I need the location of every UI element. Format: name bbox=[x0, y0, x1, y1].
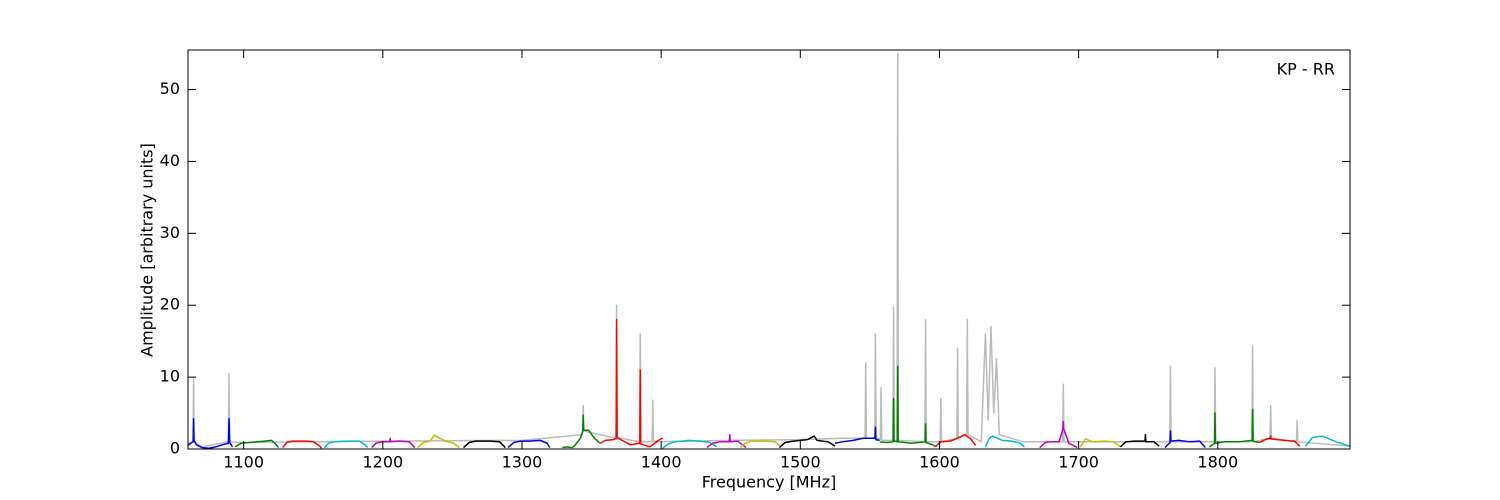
series-line bbox=[1164, 430, 1206, 449]
plot-frame bbox=[187, 49, 1351, 450]
series-line bbox=[1209, 408, 1260, 448]
series-line bbox=[1259, 435, 1301, 447]
series-line bbox=[507, 439, 551, 449]
x-tick-label: 1400 bbox=[641, 453, 682, 472]
y-tick-label: 20 bbox=[160, 295, 180, 314]
x-tick-label: 1300 bbox=[502, 453, 543, 472]
series-line bbox=[1304, 435, 1350, 447]
y-tick-label: 0 bbox=[170, 439, 180, 458]
series-line bbox=[188, 52, 1350, 448]
annotation: KP - RR bbox=[1277, 60, 1335, 79]
series-line bbox=[879, 365, 936, 448]
x-tick-label: 1500 bbox=[780, 453, 821, 472]
x-axis-label: Frequency [MHz] bbox=[702, 473, 836, 492]
y-tick-label: 50 bbox=[160, 79, 180, 98]
plot-lines bbox=[188, 52, 1350, 449]
x-tick-label: 1600 bbox=[919, 453, 960, 472]
series-line bbox=[188, 418, 234, 449]
series-line bbox=[834, 426, 880, 444]
series-line bbox=[1119, 433, 1160, 448]
series-line bbox=[1079, 438, 1121, 448]
series-line bbox=[282, 440, 323, 449]
series-line bbox=[706, 433, 747, 449]
series-line bbox=[599, 318, 663, 448]
y-tick-label: 10 bbox=[160, 367, 180, 386]
y-axis-label: Amplitude [arbitrary units] bbox=[138, 143, 157, 357]
x-tick-label: 1700 bbox=[1058, 453, 1099, 472]
series-line bbox=[739, 440, 782, 449]
x-tick-label: 1800 bbox=[1197, 453, 1238, 472]
series-line bbox=[417, 434, 460, 449]
series-line bbox=[1039, 420, 1078, 449]
series-line bbox=[234, 439, 280, 449]
series-line bbox=[662, 439, 718, 449]
series-line bbox=[778, 435, 836, 449]
series-line bbox=[371, 437, 416, 449]
x-tick-label: 1100 bbox=[223, 453, 264, 472]
series-line bbox=[934, 433, 977, 448]
series-line bbox=[562, 414, 601, 449]
series-line bbox=[323, 440, 369, 449]
y-tick-label: 30 bbox=[160, 223, 180, 242]
series-line bbox=[984, 435, 1025, 448]
x-tick-label: 1200 bbox=[362, 453, 403, 472]
series-line bbox=[463, 440, 506, 449]
y-tick-label: 40 bbox=[160, 151, 180, 170]
